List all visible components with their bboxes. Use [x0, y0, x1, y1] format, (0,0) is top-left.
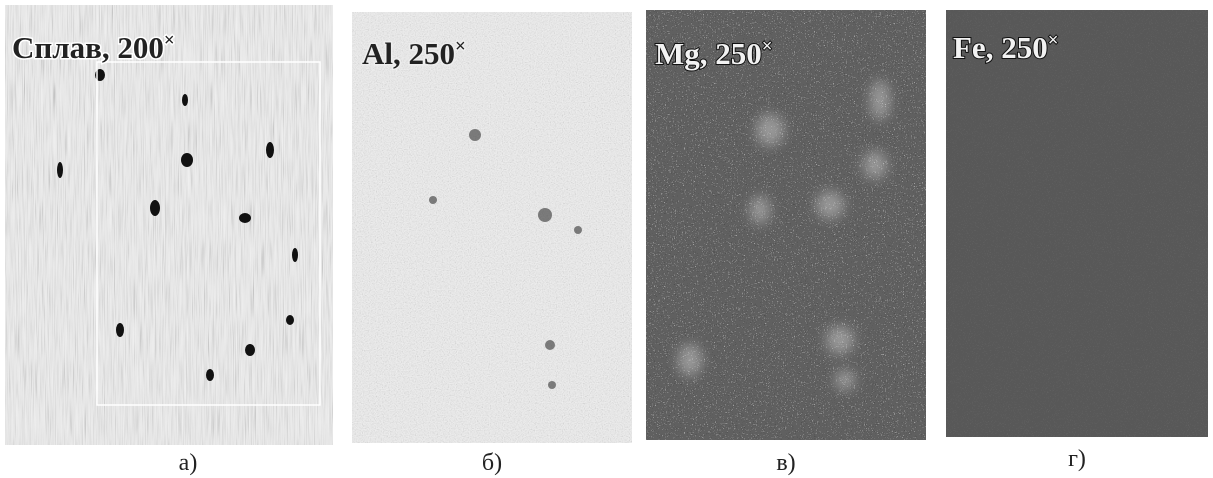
- panel-label: Al, 250×: [362, 36, 466, 71]
- panel-label: Mg, 250×: [655, 36, 773, 71]
- dark-spots: [429, 129, 582, 389]
- panel-d: Fe, 250× г): [946, 10, 1208, 472]
- selection-box: [96, 61, 321, 406]
- bright-regions: [678, 80, 890, 390]
- micrograph: [352, 12, 632, 443]
- caption: а): [179, 450, 198, 476]
- caption: в): [776, 450, 795, 476]
- panel-label: Сплав, 200×: [12, 30, 175, 65]
- label-sup: ×: [1048, 30, 1059, 51]
- label-sup: ×: [762, 36, 773, 57]
- label-sup: ×: [164, 30, 175, 51]
- micrograph: [946, 10, 1208, 437]
- label-text: Сплав, 200: [12, 30, 164, 65]
- label-sup: ×: [455, 36, 466, 57]
- panel-c: Mg, 250× в): [646, 10, 926, 476]
- panel-a: Сплав, 200× а): [5, 5, 333, 476]
- inclusions: [57, 69, 298, 381]
- label-text: Mg, 250: [655, 36, 762, 71]
- panel-label: Fe, 250×: [953, 30, 1059, 65]
- micrograph: [5, 5, 333, 445]
- label-text: Fe, 250: [953, 30, 1048, 65]
- label-text: Al, 250: [362, 36, 455, 71]
- caption: г): [1068, 446, 1086, 472]
- caption: б): [482, 450, 502, 476]
- panel-b: Al, 250× б): [352, 12, 632, 476]
